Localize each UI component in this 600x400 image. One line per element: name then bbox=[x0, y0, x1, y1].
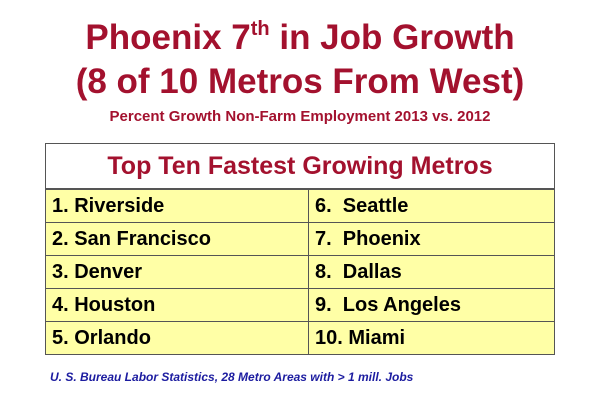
title-text: in Job Growth bbox=[279, 18, 515, 57]
table-row: 2. San Francisco 7. Phoenix bbox=[46, 222, 554, 255]
title-line: Phoenix 7th in Job Growth bbox=[0, 18, 600, 58]
title-superscript: th bbox=[250, 18, 270, 40]
table-cell: 1. Riverside bbox=[52, 195, 165, 217]
footnote: U. S. Bureau Labor Statistics, 28 Metro … bbox=[50, 370, 414, 384]
table-cell: 4. Houston bbox=[52, 294, 156, 316]
table-cell: 5. Orlando bbox=[52, 327, 151, 349]
table-row: 3. Denver 8. Dallas bbox=[46, 255, 554, 288]
table-title: Top Ten Fastest Growing Metros bbox=[46, 144, 554, 189]
table: Top Ten Fastest Growing Metros 1. Rivers… bbox=[45, 143, 555, 355]
table-row: 1. Riverside 6. Seattle bbox=[46, 189, 554, 222]
table-cell: 8. Dallas bbox=[308, 256, 554, 288]
title-text: Phoenix 7 bbox=[85, 18, 251, 57]
table-cell: 2. San Francisco bbox=[52, 228, 211, 250]
table-row: 5. Orlando 10. Miami bbox=[46, 321, 554, 354]
table-cell: 7. Phoenix bbox=[308, 223, 554, 255]
subtitle: Percent Growth Non-Farm Employment 2013 … bbox=[109, 108, 491, 125]
table-row: 4. Houston 9. Los Angeles bbox=[46, 288, 554, 321]
table-cell: 6. Seattle bbox=[308, 190, 554, 222]
table-cell: 10. Miami bbox=[308, 322, 554, 354]
table-cell: 3. Denver bbox=[52, 261, 143, 283]
table-cell: 9. Los Angeles bbox=[308, 289, 554, 321]
title-line: (8 of 10 Metros From West) bbox=[75, 62, 525, 101]
